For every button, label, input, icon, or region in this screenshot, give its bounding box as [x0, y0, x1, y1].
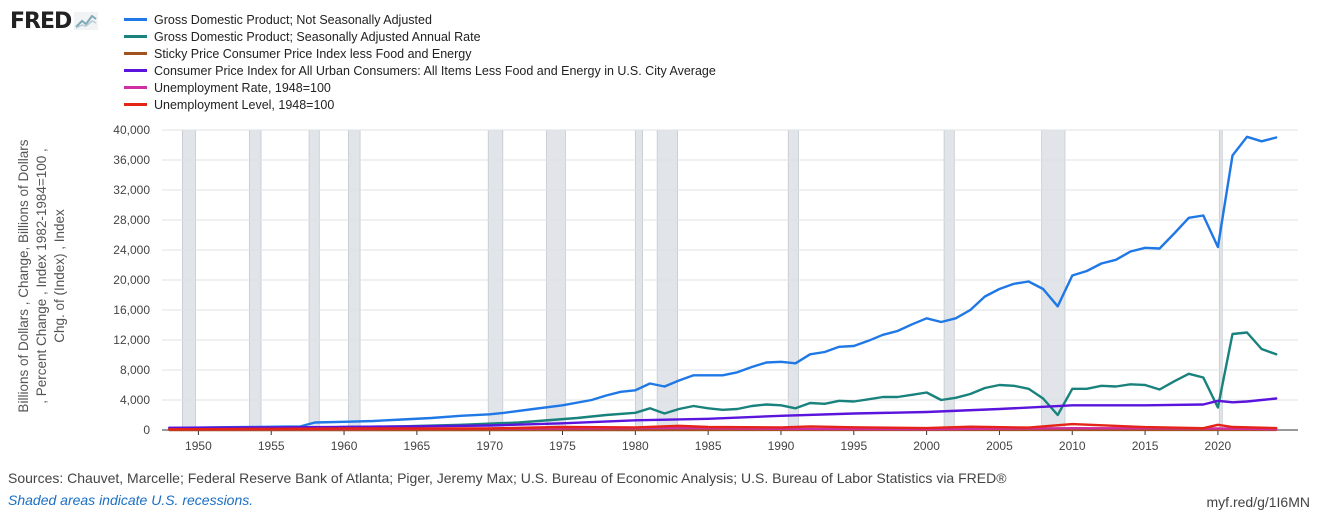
x-tick-label: 2020 [1205, 439, 1232, 453]
y-tick-label: 16,000 [113, 303, 150, 317]
legend-swatch [124, 86, 147, 89]
legend-item-2[interactable]: Gross Domestic Product; Seasonally Adjus… [124, 28, 716, 45]
y-tick-label: 24,000 [113, 243, 150, 257]
x-tick-label: 1985 [695, 439, 722, 453]
y-tick-label: 36,000 [113, 153, 150, 167]
y-tick-label: 40,000 [113, 123, 150, 137]
y-tick-label: 4,000 [120, 393, 150, 407]
x-tick-label: 1975 [549, 439, 576, 453]
y-tick-label: 8,000 [120, 363, 150, 377]
y-tick-label: 28,000 [113, 213, 150, 227]
legend-label: Consumer Price Index for All Urban Consu… [154, 63, 716, 78]
short-link[interactable]: myf.red/g/1I6MN [1206, 494, 1310, 510]
x-tick-label: 1980 [622, 439, 649, 453]
series-line-6 [168, 422, 1278, 431]
legend-label: Sticky Price Consumer Price Index less F… [154, 46, 472, 61]
legend-swatch [124, 52, 147, 55]
x-tick-label: 1990 [768, 439, 795, 453]
legend-item-1[interactable]: Gross Domestic Product; Not Seasonally A… [124, 11, 716, 28]
legend-label: Gross Domestic Product; Seasonally Adjus… [154, 29, 481, 44]
series-line-1 [168, 135, 1278, 430]
y-tick-label: 32,000 [113, 183, 150, 197]
sources-text: Sources: Chauvet, Marcelle; Federal Rese… [8, 470, 1007, 486]
line-chart-icon [74, 12, 99, 30]
x-tick-label: 1995 [840, 439, 867, 453]
x-tick-label: 1960 [331, 439, 358, 453]
legend-label: Gross Domestic Product; Not Seasonally A… [154, 12, 432, 27]
x-tick-label: 2005 [986, 439, 1013, 453]
x-tick-label: 1965 [404, 439, 431, 453]
y-tick-label: 0 [143, 423, 150, 437]
legend-swatch [124, 35, 147, 38]
legend-label: Unemployment Rate, 1948=100 [154, 80, 331, 95]
legend-swatch [124, 69, 147, 72]
series-line-2 [168, 331, 1278, 431]
x-tick-label: 2015 [1132, 439, 1159, 453]
legend-item-6[interactable]: Unemployment Level, 1948=100 [124, 96, 716, 113]
legend-swatch [124, 103, 147, 106]
x-tick-label: 1950 [185, 439, 212, 453]
legend-swatch [124, 18, 147, 21]
logo-text: FRED [10, 8, 72, 34]
legend-item-4[interactable]: Consumer Price Index for All Urban Consu… [124, 62, 716, 79]
chart-legend: Gross Domestic Product; Not Seasonally A… [124, 11, 716, 113]
fred-logo[interactable]: FRED [10, 6, 99, 36]
x-tick-label: 1970 [476, 439, 503, 453]
series-line-4 [168, 397, 1278, 429]
recession-note: Shaded areas indicate U.S. recessions. [8, 492, 254, 508]
x-tick-label: 2000 [913, 439, 940, 453]
x-tick-label: 2010 [1059, 439, 1086, 453]
y-tick-label: 20,000 [113, 273, 150, 287]
y-tick-label: 12,000 [113, 333, 150, 347]
x-tick-label: 1955 [258, 439, 285, 453]
legend-item-5[interactable]: Unemployment Rate, 1948=100 [124, 79, 716, 96]
legend-label: Unemployment Level, 1948=100 [154, 97, 335, 112]
legend-item-3[interactable]: Sticky Price Consumer Price Index less F… [124, 45, 716, 62]
